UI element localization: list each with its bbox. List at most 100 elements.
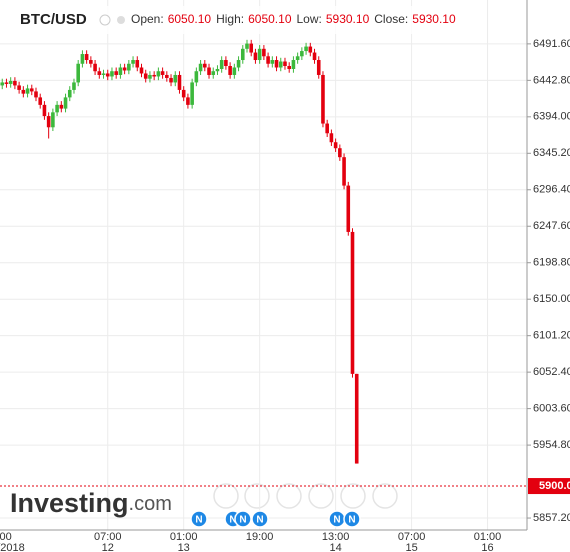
candle-body: [122, 67, 127, 71]
candle-body: [350, 231, 355, 374]
toolbar: [213, 483, 398, 509]
x-tick-label: 13:00: [322, 531, 350, 543]
candle-body: [338, 148, 342, 158]
y-tick-label: 6198.80: [533, 257, 570, 269]
candle-body: [198, 63, 203, 72]
candle-body: [245, 43, 249, 49]
candle-body: [89, 60, 93, 64]
candle-body: [325, 123, 329, 134]
x-tick-sublabel: 15: [405, 542, 417, 552]
candle-body: [304, 46, 308, 52]
y-tick-label: 6394.00: [533, 111, 570, 123]
candle-body: [354, 373, 359, 464]
candle-body: [207, 67, 211, 75]
candle-body: [72, 82, 76, 90]
candle-body: [131, 60, 135, 64]
candle-body: [34, 91, 38, 98]
candle-body: [287, 65, 292, 69]
candle-body: [8, 80, 13, 84]
candle-body: [257, 48, 262, 61]
candle-body: [59, 104, 64, 109]
candle-body: [346, 185, 351, 232]
x-tick-label: 01:00: [170, 531, 198, 543]
ohlc-label: Close:: [374, 12, 408, 26]
ohlc-label: Open:: [131, 12, 164, 26]
ohlc-label: Low:: [297, 12, 322, 26]
y-tick-label: 5954.80: [533, 439, 570, 451]
x-tick-label: 01:00: [474, 531, 502, 543]
candle-body: [84, 54, 89, 61]
candle-body: [105, 73, 110, 77]
event-marker[interactable]: [251, 510, 269, 528]
event-marker[interactable]: [190, 510, 208, 528]
candle-body: [181, 89, 186, 98]
candle-body: [274, 60, 279, 68]
candle-body: [13, 80, 17, 86]
logo-main: Investing: [10, 488, 129, 518]
candle-body: [211, 71, 216, 75]
header-bg: [0, 6, 460, 34]
x-tick-sublabel: 11/11/2018: [0, 542, 25, 552]
y-tick-label: 5857.20: [533, 512, 570, 524]
x-tick-sublabel: 16: [481, 542, 493, 552]
candle-body: [186, 97, 190, 105]
candle-body: [25, 88, 30, 94]
event-marker[interactable]: [234, 510, 252, 528]
candle-body: [224, 60, 228, 66]
candle-body: [333, 142, 338, 149]
candle-body: [329, 133, 334, 143]
candle-body: [135, 60, 140, 68]
candle-body: [295, 56, 300, 61]
y-tick-label: 6345.20: [533, 147, 570, 159]
candle-body: [202, 63, 207, 68]
candle-body: [321, 74, 325, 124]
ohlc-value: 6050.10: [168, 12, 212, 26]
candle-body: [156, 71, 161, 77]
candle-body: [219, 60, 224, 69]
candle-body: [236, 60, 241, 68]
candle-body: [312, 52, 317, 61]
candle-body: [55, 104, 59, 113]
candle-body: [97, 71, 102, 75]
candle-body: [300, 51, 304, 57]
event-marker-label: N: [195, 515, 202, 526]
x-tick-label: 19:00: [246, 531, 274, 543]
event-marker[interactable]: [343, 510, 361, 528]
candle-body: [67, 89, 72, 98]
event-marker-label: N: [348, 515, 355, 526]
event-marker-label: N: [229, 515, 236, 526]
candle-body: [4, 82, 9, 84]
candle-body: [194, 71, 199, 83]
ohlc-value: 5930.10: [326, 12, 370, 26]
candle-body: [316, 60, 321, 75]
candle-body: [253, 52, 258, 61]
candle-body: [262, 48, 266, 57]
logo-suffix: .com: [129, 493, 172, 515]
event-marker-label: N: [256, 515, 263, 526]
candle-body: [17, 85, 21, 90]
candle-body: [80, 54, 85, 64]
ohlc-value: 6050.10: [248, 12, 292, 26]
candle-body: [342, 157, 346, 186]
candle-body: [240, 48, 245, 61]
candle-body: [291, 60, 296, 69]
y-tick-label: 6150.00: [533, 293, 570, 305]
candle-body: [173, 74, 178, 83]
y-tick-label: 6052.40: [533, 366, 570, 378]
eye-icon: [99, 14, 111, 26]
candle-body: [283, 61, 287, 66]
candle-body: [114, 71, 118, 75]
event-marker-label: N: [239, 515, 246, 526]
candle-body: [278, 61, 283, 68]
candle-body: [270, 60, 275, 64]
candle-body: [127, 63, 131, 71]
y-tick-label: 6101.20: [533, 330, 570, 342]
ohlc-label: High:: [216, 12, 244, 26]
candle-body: [190, 82, 194, 105]
x-tick-label: 05:00: [0, 531, 12, 543]
candle-body: [76, 63, 80, 83]
x-tick-sublabel: 14: [329, 542, 341, 552]
logo: Investing.com: [10, 488, 172, 518]
price-box: [528, 478, 570, 495]
